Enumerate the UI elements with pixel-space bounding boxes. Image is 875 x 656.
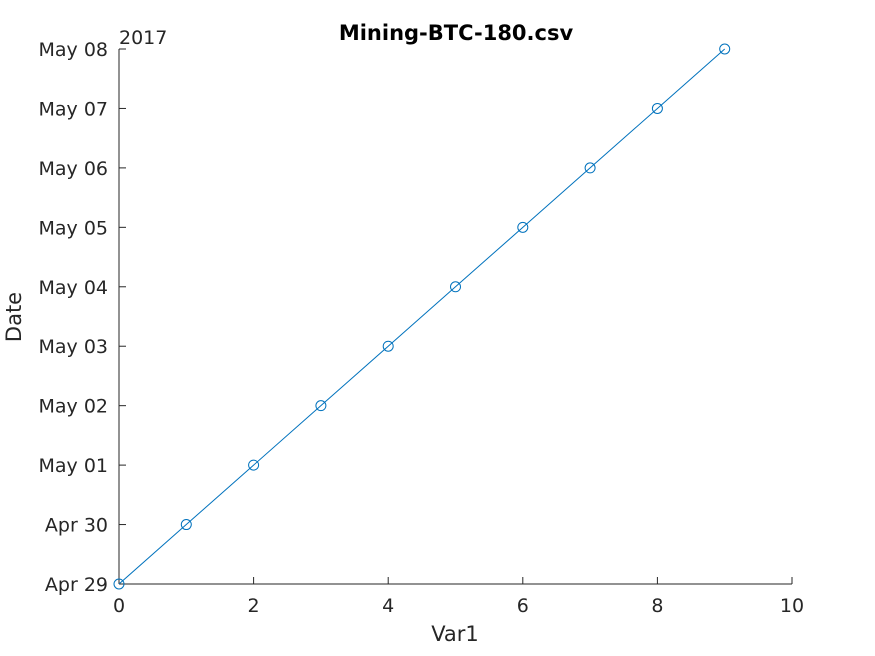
y-tick-label: May 02 [39, 396, 109, 418]
x-tick-label: 6 [517, 595, 529, 617]
x-tick-label: 10 [780, 595, 804, 617]
x-tick-label: 0 [113, 595, 125, 617]
data-point [382, 340, 394, 352]
y-axis-label: Date [2, 292, 26, 342]
y-tick-label: Apr 30 [45, 515, 108, 537]
data-point [248, 459, 260, 471]
data-point [180, 519, 192, 531]
chart-title: Mining-BTC-180.csv [339, 21, 574, 45]
x-tick-label: 8 [651, 595, 663, 617]
y-tick-label: May 06 [39, 158, 109, 180]
x-tick-label: 4 [382, 595, 394, 617]
series-line [118, 48, 726, 585]
axes [118, 49, 792, 585]
data-point [719, 43, 731, 55]
data-point [517, 221, 529, 233]
year-label: 2017 [119, 27, 167, 49]
data-point [113, 578, 125, 590]
data-point [651, 102, 663, 114]
ticks: 0 2 4 6 8 10 Apr 29 Apr 30 May 01 May 02 May 03 May… [39, 39, 805, 617]
plot-area [113, 43, 731, 590]
y-tick-label: May 05 [39, 217, 109, 239]
y-tick-label: May 07 [39, 98, 109, 120]
y-tick-label: Apr 29 [45, 574, 108, 596]
y-tick-label: May 01 [39, 455, 109, 477]
y-tick-label: May 03 [39, 336, 109, 358]
data-point [584, 162, 596, 174]
data-point [450, 281, 461, 293]
y-tick-label: May 08 [39, 39, 109, 61]
x-axis-label: Var1 [431, 622, 479, 646]
data-point [315, 400, 327, 412]
y-tick-label: May 04 [39, 277, 109, 299]
x-tick-label: 2 [248, 595, 260, 617]
